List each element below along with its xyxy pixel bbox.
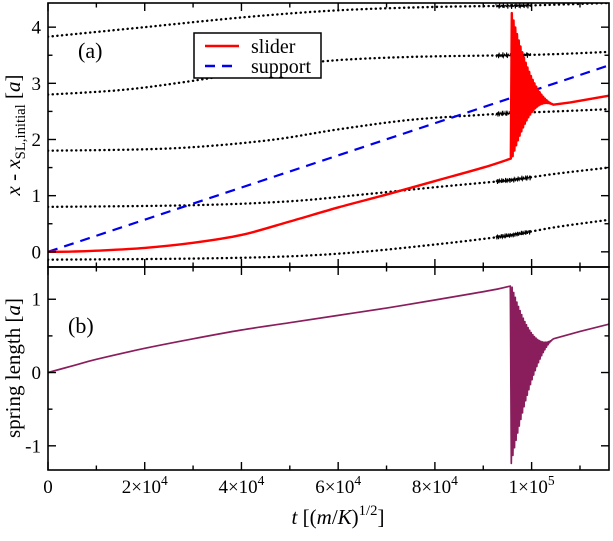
x-tick-exponent: 4	[354, 473, 361, 488]
x-tick-label: 8×104	[412, 473, 458, 498]
legend-support-label: support	[251, 56, 311, 78]
y-axis-title-a: x - xSL,initial [a]	[1, 75, 29, 197]
minima-noise-wiggle	[495, 3, 532, 10]
y-tick-label-a: 0	[32, 242, 42, 263]
panel-a-border	[47, 2, 610, 268]
label-segment: [	[1, 92, 25, 104]
label-segment: 1/2	[359, 503, 378, 519]
y-tick-label-b: 0	[32, 363, 42, 384]
label-segment: a	[1, 82, 25, 93]
y-tick-label-b: 1	[32, 290, 42, 311]
minima-noise-wiggle	[495, 229, 531, 240]
label-segment: m	[317, 505, 332, 529]
panel-b-border	[47, 266, 610, 471]
label-segment: ]	[1, 75, 25, 82]
slider-curve	[48, 11, 609, 254]
substrate-minima-dotted-curve	[48, 50, 609, 96]
x-tick-mantissa: 2×10	[122, 477, 161, 498]
label-segment: SL,initial	[13, 104, 29, 159]
y-tick-label-b: -1	[25, 436, 41, 457]
x-tick-exponent: 4	[161, 473, 168, 488]
label-segment: ]	[377, 505, 384, 529]
legend-slider-label: slider	[251, 36, 296, 58]
label-segment: /	[332, 505, 338, 529]
label-segment: K	[337, 505, 353, 529]
x-tick-label: 1×105	[509, 473, 555, 498]
y-tick-label-a: 3	[32, 74, 42, 95]
label-segment: [(	[297, 505, 316, 529]
minima-noise-wiggle	[495, 174, 532, 184]
x-tick-label: 4×104	[218, 473, 264, 498]
x-tick-mantissa: 0	[43, 477, 53, 498]
x-tick-label: 0	[43, 477, 53, 498]
x-tick-mantissa: 8×10	[412, 477, 451, 498]
ticks	[47, 3, 609, 470]
x-tick-mantissa: 1×10	[509, 477, 548, 498]
panel-b-plot-area	[48, 285, 609, 465]
label-segment: )	[352, 505, 359, 529]
x-tick-exponent: 4	[451, 473, 458, 488]
substrate-minima-dotted-curve	[48, 166, 609, 209]
y-tick-label-a: 4	[32, 18, 42, 39]
label-segment: x	[1, 185, 25, 196]
x-tick-exponent: 4	[258, 473, 265, 488]
y-tick-label-a: 2	[32, 130, 42, 151]
panel-label-b: (b)	[68, 313, 94, 338]
x-axis-title: t [(m/K)1/2]	[292, 503, 385, 529]
label-segment: ]	[1, 298, 25, 305]
x-tick-mantissa: 4×10	[218, 477, 257, 498]
panel-a-plot-area	[48, 3, 609, 261]
label-segment: x	[1, 159, 25, 170]
substrate-minima-dotted-curve	[48, 218, 609, 261]
x-tick-label: 2×104	[122, 473, 168, 498]
label-segment: t	[292, 505, 299, 529]
label-segment: spring length [	[1, 316, 25, 438]
x-tick-exponent: 5	[548, 473, 555, 488]
x-tick-label: 6×104	[315, 473, 361, 498]
y-tick-label-a: 1	[32, 186, 42, 207]
support-curve	[48, 64, 609, 253]
legend-box	[193, 32, 322, 79]
y-axis-title-b: spring length [a]	[1, 298, 25, 438]
substrate-minima-dotted-curve	[48, 3, 609, 38]
x-tick-mantissa: 6×10	[315, 477, 354, 498]
label-segment: a	[1, 305, 25, 316]
substrate-minima-dotted-curve	[48, 107, 609, 152]
spring-length-curve	[48, 285, 609, 465]
label-segment: -	[1, 169, 25, 187]
panel-label-a: (a)	[78, 38, 102, 63]
